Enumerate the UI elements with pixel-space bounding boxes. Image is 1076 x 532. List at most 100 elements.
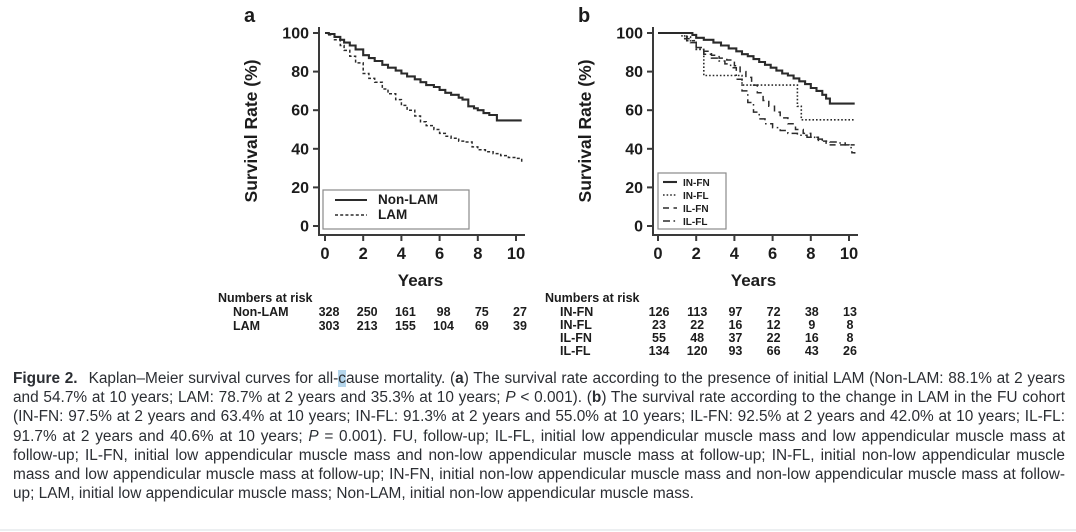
legend-label: LAM	[378, 207, 407, 222]
x-tick-label: 10	[840, 245, 858, 263]
risk-value: 16	[728, 318, 742, 332]
x-tick-label: 10	[507, 245, 525, 263]
risk-value: 16	[805, 331, 819, 345]
risk-value: 250	[357, 305, 378, 319]
survival-curve-il-fn	[658, 32, 855, 146]
numbers-at-risk-title: Numbers at risk	[545, 291, 640, 305]
risk-value: 120	[687, 344, 708, 358]
x-tick-label: 0	[653, 245, 662, 263]
y-tick-label: 20	[625, 180, 643, 197]
x-tick-label: 8	[473, 245, 482, 263]
y-tick-label: 60	[291, 103, 309, 120]
risk-value: 98	[437, 305, 451, 319]
risk-value: 213	[357, 319, 378, 333]
y-tick-label: 100	[282, 26, 309, 43]
risk-value: 12	[767, 318, 781, 332]
y-tick-label: 40	[291, 141, 309, 158]
y-tick-label: 40	[625, 141, 643, 158]
risk-value: 26	[843, 344, 857, 358]
caption-text: Kaplan–Meier survival curves for all-	[88, 370, 339, 387]
figure-caption: Figure 2. Kaplan–Meier survival curves fo…	[13, 369, 1065, 503]
survival-curve-il-fl	[658, 32, 856, 154]
y-tick-label: 80	[625, 64, 643, 81]
y-tick-label: 20	[291, 180, 309, 197]
y-tick-label: 100	[616, 26, 643, 43]
panel-letter: b	[578, 5, 590, 27]
caption-text: < 0.001). (	[515, 389, 592, 407]
risk-value: 22	[767, 331, 781, 345]
risk-row-label: IN-FL	[560, 318, 592, 332]
legend-label: IL-FL	[683, 217, 707, 228]
x-tick-label: 0	[320, 245, 329, 263]
caption-text: = 0.001). FU, follow-up; IL-FL, initial …	[13, 427, 1065, 503]
caption-bold-text: a	[455, 370, 464, 387]
risk-value: 75	[475, 305, 489, 319]
y-tick-label: 80	[291, 64, 309, 81]
risk-value: 8	[847, 318, 854, 332]
risk-value: 9	[808, 318, 815, 332]
x-axis-title: Years	[731, 271, 776, 290]
risk-value: 66	[767, 344, 781, 358]
axes-lines	[652, 27, 858, 236]
caption-bold-text: b	[591, 389, 602, 407]
risk-row-label: Non-LAM	[233, 305, 289, 319]
risk-row-label: LAM	[233, 319, 260, 333]
risk-value: 8	[847, 331, 854, 345]
panel-letter: a	[244, 5, 256, 27]
x-axis-title: Years	[398, 271, 443, 290]
risk-row-label: IN-FN	[560, 305, 593, 319]
caption-selected-char: c	[338, 370, 346, 387]
numbers-at-risk-title: Numbers at risk	[218, 291, 313, 305]
x-tick-label: 2	[359, 245, 368, 263]
caption-text: P	[505, 389, 516, 407]
risk-value: 303	[319, 319, 340, 333]
risk-value: 113	[687, 305, 707, 319]
caption-bold-text: Figure 2.	[13, 370, 78, 387]
km-plot-panel-b: b 0 20 40 60 80 100 0 2 4 6 8 10 Years Survival Rate (…	[545, 5, 858, 358]
x-tick-label: 6	[768, 245, 777, 263]
risk-value: 97	[728, 305, 742, 319]
risk-value: 93	[728, 344, 742, 358]
risk-value: 37	[728, 331, 742, 345]
survival-curve-lam	[325, 32, 523, 163]
axes-lines	[318, 27, 525, 236]
risk-value: 126	[649, 305, 670, 319]
legend-label: IN-FL	[683, 191, 709, 202]
x-tick-label: 6	[435, 245, 444, 263]
x-tick-label: 4	[397, 245, 407, 263]
risk-value: 13	[843, 305, 857, 319]
risk-row-label: IL-FN	[560, 331, 592, 345]
risk-value: 134	[649, 344, 670, 358]
risk-value: 22	[690, 318, 704, 332]
risk-value: 27	[513, 305, 527, 319]
y-tick-label: 0	[634, 219, 643, 236]
y-tick-label: 60	[625, 103, 643, 120]
x-tick-label: 8	[806, 245, 815, 263]
risk-value: 161	[395, 305, 416, 319]
risk-value: 328	[319, 305, 340, 319]
legend-label: IL-FN	[683, 204, 709, 215]
risk-value: 155	[395, 319, 416, 333]
risk-value: 43	[805, 344, 819, 358]
x-tick-label: 2	[692, 245, 701, 263]
risk-value: 39	[513, 319, 527, 333]
survival-curve-in-fl	[658, 32, 855, 121]
legend-box	[322, 189, 470, 230]
risk-value: 38	[805, 305, 819, 319]
km-charts-row: a 0 20 40 60 80 100 0 2 4 6 8 10 Years Survival Rate (…	[218, 5, 858, 358]
caption-text: P	[308, 427, 319, 445]
caption-text: ) The survival rate according to the cha…	[13, 389, 1065, 445]
caption-text: ) The survival rate according to the pre…	[13, 370, 1066, 407]
legend-label: IN-FN	[683, 178, 710, 189]
caption-text: ause mortality. (	[345, 370, 456, 387]
bottom-divider	[0, 529, 1076, 531]
risk-value: 104	[433, 319, 454, 333]
legend-label: Non-LAM	[378, 192, 438, 207]
risk-row-label: IL-FL	[560, 344, 591, 358]
survival-curve-non-lam	[325, 31, 522, 122]
risk-value: 69	[475, 319, 489, 333]
risk-value: 48	[690, 331, 704, 345]
km-plot-panel-a: a 0 20 40 60 80 100 0 2 4 6 8 10 Years Survival Rate (…	[218, 5, 527, 333]
x-tick-label: 4	[730, 245, 740, 263]
